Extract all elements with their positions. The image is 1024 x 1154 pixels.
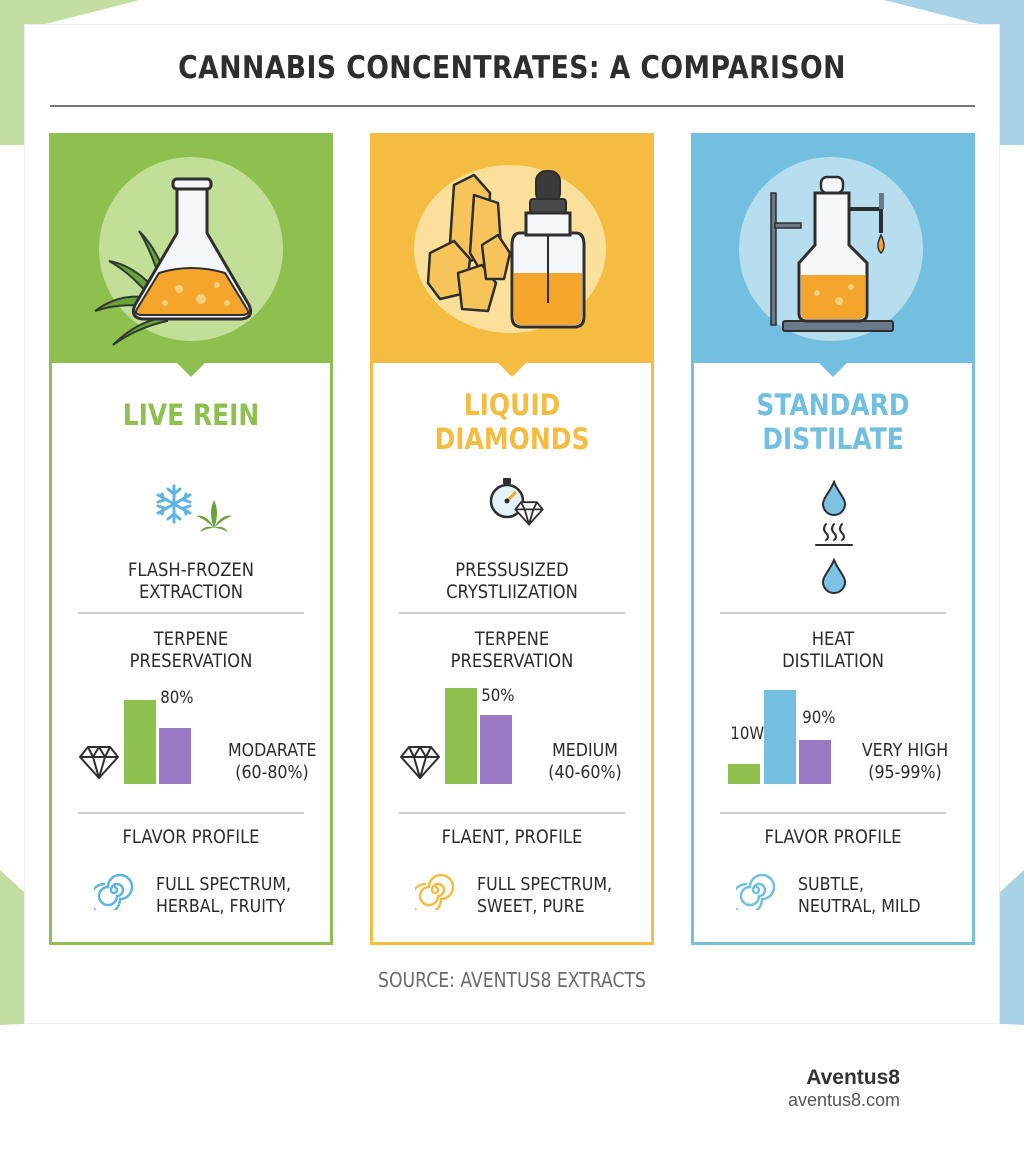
method-line-1: PRESSUSIZED <box>455 559 569 581</box>
cannabis-leaf-icon <box>196 500 232 532</box>
level-line-1: VERY HIGH <box>861 740 949 761</box>
bar-terpene-secondary <box>799 740 831 784</box>
bar-terpene-primary <box>764 690 796 784</box>
section-divider <box>720 612 946 614</box>
bar-label: 80% <box>160 688 194 708</box>
method-line-2: CRYSTLIIZATION <box>446 581 578 603</box>
pressure-gauge-icon <box>489 478 525 519</box>
card-title: LIVE REIN <box>122 398 260 432</box>
diamond-icon <box>400 746 440 779</box>
page-title: CANNABIS CONCENTRATES: A COMPARISON <box>178 50 846 86</box>
snowflake-icon <box>156 484 192 524</box>
section-heading-line-2: PRESERVATION <box>450 650 574 672</box>
droplet-icon <box>821 480 847 516</box>
card-header <box>49 133 333 377</box>
section-heading-line-1: TERPENE <box>153 628 229 650</box>
section-heading-line-2: DISTILATION <box>782 650 884 672</box>
section-divider <box>78 812 304 814</box>
card-header <box>370 133 654 377</box>
flavor-line-2: HERBAL, FRUITY <box>156 896 286 917</box>
flavor-line-2: NEUTRAL, MILD <box>798 896 921 917</box>
card-liquid-diamonds: LIQUID DIAMONDS PRESSUSIZED CRYSTLIIZATI… <box>370 133 654 945</box>
level-line-2: (40-60%) <box>548 762 622 783</box>
card-title-line-2: DIAMONDS <box>434 422 590 456</box>
section-heading-line-1: HEAT <box>811 628 855 650</box>
brand-name: Aventus8 <box>806 1066 900 1089</box>
flavor-heading: FLAVOR PROFILE <box>764 826 902 848</box>
card-standard-distilate: STANDARD DISTILATE HEAT DISTILATION 10W … <box>691 133 975 945</box>
section-divider <box>720 812 946 814</box>
bar-terpene-primary <box>445 688 477 784</box>
section-heading-line-1: TERPENE <box>474 628 550 650</box>
crystals-and-dropper-bottle-icon <box>414 165 606 333</box>
droplet-icon <box>821 558 847 594</box>
level-line-2: (95-99%) <box>868 762 942 783</box>
section-heading-line-2: PRESERVATION <box>129 650 253 672</box>
spiral-icon <box>736 873 776 910</box>
card-live-rein: LIVE REIN FLASH-FROZEN EXTRACTION TERPEN… <box>49 133 333 945</box>
bar-label: 50% <box>481 686 515 706</box>
flavor-line-1: FULL SPECTRUM, <box>156 874 292 895</box>
card-title-line-1: STANDARD <box>756 388 910 422</box>
bar-terpene-primary <box>124 700 156 784</box>
flavor-line-1: FULL SPECTRUM, <box>477 874 613 895</box>
flavor-heading: FLAVOR PROFILE <box>122 826 260 848</box>
level-line-1: MODARATE <box>228 740 317 761</box>
bar-label: 90% <box>802 708 836 728</box>
diamond-icon <box>79 746 119 779</box>
level-line-2: (60-80%) <box>235 762 309 783</box>
card-title-line-1: LIQUID <box>463 388 561 422</box>
flavor-line-1: SUBTLE, <box>798 874 865 895</box>
corner-accent-top-right <box>884 0 1024 145</box>
spiral-icon <box>94 873 134 910</box>
bar-terpene-secondary <box>480 715 512 784</box>
source-note: SOURCE: AVENTUS8 EXTRACTS <box>378 968 646 992</box>
bar-terpene-low <box>728 764 760 784</box>
section-divider <box>399 812 625 814</box>
flask-with-cannabis-leaf-icon <box>94 157 283 346</box>
card-title-line-2: DISTILATE <box>762 422 904 456</box>
bar-label-low: 10W <box>730 724 765 744</box>
diamond-icon <box>514 501 544 526</box>
method-line-2: EXTRACTION <box>138 581 244 603</box>
title-divider <box>50 105 975 107</box>
flavor-line-2: SWEET, PURE <box>477 896 585 917</box>
section-divider <box>399 612 625 614</box>
distillation-apparatus-icon <box>739 157 923 341</box>
flavor-heading: FLAENT, PROFILE <box>441 826 583 848</box>
spiral-icon <box>415 873 455 910</box>
corner-accent-top-left <box>0 0 140 145</box>
level-line-1: MEDIUM <box>552 740 618 761</box>
method-line-1: FLASH-FROZEN <box>128 559 254 581</box>
heat-icon <box>815 523 853 546</box>
bar-terpene-secondary <box>159 728 191 784</box>
brand-url[interactable]: aventus8.com <box>787 1090 900 1110</box>
section-divider <box>78 612 304 614</box>
card-header <box>691 133 975 377</box>
